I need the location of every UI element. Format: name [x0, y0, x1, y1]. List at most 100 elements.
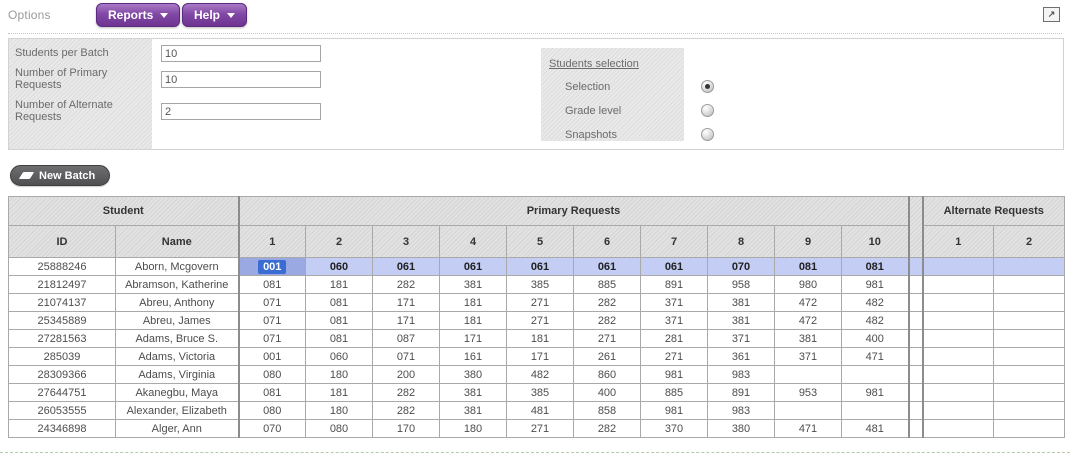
selected-request-value[interactable]: 001	[258, 259, 287, 274]
primary-request-cell[interactable]: 381	[439, 383, 507, 402]
primary-request-cell[interactable]: 385	[506, 275, 574, 294]
primary-request-cell[interactable]: 482	[506, 365, 574, 384]
snapshots-radio[interactable]	[701, 128, 714, 141]
primary-request-cell[interactable]	[774, 365, 842, 384]
primary-request-cell[interactable]: 958	[707, 275, 775, 294]
primary-request-cell[interactable]: 381	[774, 329, 842, 348]
student-id-cell[interactable]: 26053555	[8, 401, 116, 420]
new-batch-button[interactable]: New Batch	[10, 165, 111, 186]
student-id-cell[interactable]: 21812497	[8, 275, 116, 294]
primary-request-cell[interactable]: 081	[305, 329, 373, 348]
student-name-cell[interactable]: Alexander, Elizabeth	[115, 401, 239, 420]
primary-request-cell[interactable]: 482	[841, 293, 909, 312]
primary-request-cell[interactable]: 081	[841, 257, 909, 276]
primary-request-cell[interactable]: 885	[640, 383, 708, 402]
primary-request-cell[interactable]: 271	[573, 329, 641, 348]
alternate-request-cell[interactable]	[993, 275, 1065, 294]
primary-request-cell[interactable]: 471	[841, 347, 909, 366]
primary-request-cell[interactable]: 282	[573, 311, 641, 330]
primary-request-cell[interactable]: 171	[372, 311, 440, 330]
alternate-request-cell[interactable]	[993, 257, 1065, 276]
primary-request-cell[interactable]: 060	[305, 257, 373, 276]
primary-request-cell[interactable]: 380	[439, 365, 507, 384]
alternate-request-cell[interactable]	[993, 329, 1065, 348]
alternate-request-cell[interactable]	[922, 329, 994, 348]
student-id-cell[interactable]: 21074137	[8, 293, 116, 312]
options-menu[interactable]: Options	[8, 8, 51, 22]
primary-request-cell[interactable]: 071	[237, 293, 306, 312]
primary-request-cell[interactable]: 180	[305, 365, 373, 384]
student-id-cell[interactable]: 27644751	[8, 383, 116, 402]
primary-request-cell[interactable]: 282	[573, 293, 641, 312]
primary-request-cell[interactable]: 282	[372, 401, 440, 420]
table-row[interactable]: 21812497 Abramson, Katherine 081 181 282 381 3…	[8, 275, 1065, 294]
primary-request-cell[interactable]: 271	[506, 293, 574, 312]
primary-request-cell[interactable]: 181	[305, 275, 373, 294]
primary-request-cell[interactable]	[841, 401, 909, 420]
alternate-request-cell[interactable]	[922, 311, 994, 330]
primary-request-cell[interactable]: 061	[640, 257, 708, 276]
primary-request-cell[interactable]: 983	[707, 401, 775, 420]
primary-request-cell[interactable]: 380	[707, 419, 775, 438]
primary-request-cell[interactable]: 282	[372, 275, 440, 294]
primary-request-cell[interactable]: 081	[237, 275, 306, 294]
student-name-cell[interactable]: Akanegbu, Maya	[115, 383, 239, 402]
primary-requests-count-input[interactable]	[161, 71, 321, 88]
primary-request-cell[interactable]	[841, 365, 909, 384]
student-id-cell[interactable]: 28309366	[8, 365, 116, 384]
primary-request-cell[interactable]: 371	[707, 329, 775, 348]
primary-request-cell[interactable]: 381	[707, 293, 775, 312]
alternate-requests-count-input[interactable]	[161, 103, 321, 120]
student-id-cell[interactable]: 285039	[8, 347, 116, 366]
primary-request-cell[interactable]: 080	[237, 401, 306, 420]
student-id-cell[interactable]: 27281563	[8, 329, 116, 348]
alternate-request-cell[interactable]	[993, 293, 1065, 312]
primary-request-cell[interactable]: 070	[237, 419, 306, 438]
primary-request-cell[interactable]: 361	[707, 347, 775, 366]
grade-level-radio[interactable]	[701, 104, 714, 117]
alternate-request-cell[interactable]	[922, 275, 994, 294]
primary-request-cell[interactable]: 981	[640, 401, 708, 420]
primary-request-cell[interactable]: 071	[372, 347, 440, 366]
primary-request-cell[interactable]: 170	[372, 419, 440, 438]
primary-request-cell[interactable]: 061	[372, 257, 440, 276]
primary-request-cell[interactable]: 001	[237, 257, 306, 276]
primary-request-cell[interactable]: 371	[774, 347, 842, 366]
primary-request-cell[interactable]: 080	[237, 365, 306, 384]
table-row[interactable]: 26053555 Alexander, Elizabeth 080 180 282 381…	[8, 401, 1065, 420]
primary-request-cell[interactable]: 161	[439, 347, 507, 366]
table-row[interactable]: 27281563 Adams, Bruce S. 071 081 087 171 181 27…	[8, 329, 1065, 348]
help-button[interactable]: Help	[182, 3, 248, 27]
primary-request-cell[interactable]: 282	[573, 419, 641, 438]
primary-request-cell[interactable]: 001	[237, 347, 306, 366]
primary-request-cell[interactable]: 472	[774, 293, 842, 312]
primary-request-cell[interactable]: 171	[506, 347, 574, 366]
alternate-request-cell[interactable]	[922, 419, 994, 438]
primary-request-cell[interactable]: 080	[305, 419, 373, 438]
primary-request-cell[interactable]: 261	[573, 347, 641, 366]
primary-request-cell[interactable]: 181	[506, 329, 574, 348]
primary-request-cell[interactable]: 081	[237, 383, 306, 402]
primary-request-cell[interactable]: 180	[305, 401, 373, 420]
primary-request-cell[interactable]: 400	[841, 329, 909, 348]
primary-request-cell[interactable]: 953	[774, 383, 842, 402]
primary-request-cell[interactable]: 860	[573, 365, 641, 384]
primary-request-cell[interactable]: 200	[372, 365, 440, 384]
student-name-cell[interactable]: Adams, Victoria	[115, 347, 239, 366]
primary-request-cell[interactable]: 885	[573, 275, 641, 294]
primary-request-cell[interactable]: 081	[305, 311, 373, 330]
primary-request-cell[interactable]: 371	[640, 311, 708, 330]
student-id-cell[interactable]: 25888246	[8, 257, 116, 276]
primary-request-cell[interactable]: 981	[640, 365, 708, 384]
table-row[interactable]: 24346898 Alger, Ann 070 080 170 180 271 282 370 3…	[8, 419, 1065, 438]
primary-request-cell[interactable]: 180	[439, 419, 507, 438]
primary-request-cell[interactable]: 181	[439, 293, 507, 312]
alternate-request-cell[interactable]	[993, 401, 1065, 420]
selection-radio[interactable]	[701, 80, 714, 93]
primary-request-cell[interactable]: 472	[774, 311, 842, 330]
primary-request-cell[interactable]: 481	[841, 419, 909, 438]
primary-request-cell[interactable]: 981	[841, 275, 909, 294]
alternate-request-cell[interactable]	[922, 293, 994, 312]
table-row[interactable]: 25888246 Aborn, Mcgovern 001 060 061 061 061 06…	[8, 257, 1065, 276]
student-name-cell[interactable]: Aborn, Mcgovern	[115, 257, 239, 276]
